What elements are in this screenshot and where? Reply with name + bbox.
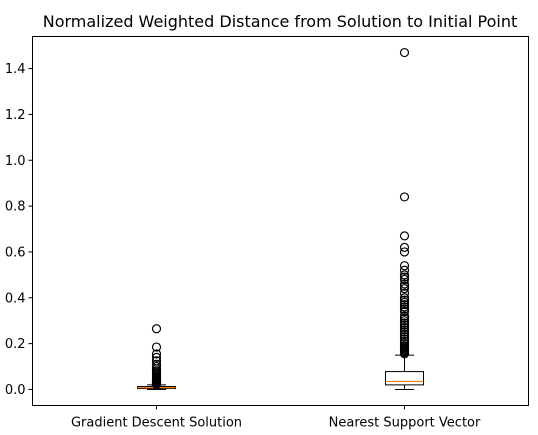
box-group [385, 47, 424, 390]
outlier-point [399, 300, 410, 310]
axes-frame [32, 36, 529, 406]
outlier-point [399, 293, 410, 303]
outlier-point [151, 349, 162, 359]
outlier-point [399, 274, 410, 285]
plot-area [137, 47, 424, 390]
y-tick-label: 1.4 [5, 62, 26, 77]
y-tick-label: 1.0 [5, 154, 26, 169]
outlier-point [399, 311, 410, 321]
outlier-point [399, 332, 410, 342]
outlier-point [151, 356, 162, 366]
outlier-point [399, 281, 410, 291]
outlier-point [399, 295, 410, 305]
outlier-point [151, 361, 162, 372]
y-axis: 0.0 0.2 0.4 0.6 0.8 1.0 1.2 1.4 [5, 62, 33, 398]
outlier-point [399, 247, 410, 257]
x-tick-label: Gradient Descent Solution [71, 416, 242, 431]
outlier-point [399, 339, 410, 349]
outlier-point [399, 242, 410, 252]
outlier-point [151, 359, 162, 369]
outlier-point [399, 341, 410, 351]
x-tick-label: Nearest Support Vector [329, 416, 481, 431]
y-tick-label: 0.0 [5, 383, 26, 398]
outlier-point [399, 306, 410, 317]
outlier-point [151, 324, 162, 334]
outlier-point [399, 318, 410, 328]
outlier-point [399, 297, 410, 307]
outlier-point [399, 327, 410, 337]
x-axis: Gradient Descent Solution Nearest Support… [71, 405, 481, 431]
y-tick-label: 0.8 [5, 200, 26, 215]
outlier-point [399, 313, 410, 324]
y-tick-label: 0.2 [5, 337, 26, 352]
outlier-point [399, 270, 410, 280]
chart-title: Normalized Weighted Distance from Soluti… [43, 12, 518, 31]
outlier-point [399, 265, 410, 275]
outlier-point [399, 322, 410, 333]
outlier-point [399, 231, 410, 241]
outlier-point [399, 336, 410, 346]
outlier-point [399, 329, 410, 340]
outlier-point [399, 284, 410, 294]
outlier-point [399, 272, 410, 282]
outlier-point [399, 192, 410, 202]
y-tick-label: 0.6 [5, 245, 26, 260]
iqr-box [385, 371, 424, 386]
outlier-point [399, 261, 410, 271]
y-tick-label: 1.2 [5, 108, 26, 123]
outlier-point [399, 320, 410, 330]
outlier-point [399, 302, 410, 312]
outlier-point [151, 352, 162, 362]
outlier-point [399, 47, 410, 58]
outlier-point [151, 342, 162, 352]
y-tick-label: 0.4 [5, 291, 26, 306]
outlier-point [399, 325, 410, 335]
outlier-point [399, 304, 410, 314]
outlier-point [399, 334, 410, 344]
outlier-point [399, 288, 410, 298]
outlier-point [399, 279, 410, 289]
outlier-point [399, 316, 410, 326]
box-group [137, 324, 176, 390]
